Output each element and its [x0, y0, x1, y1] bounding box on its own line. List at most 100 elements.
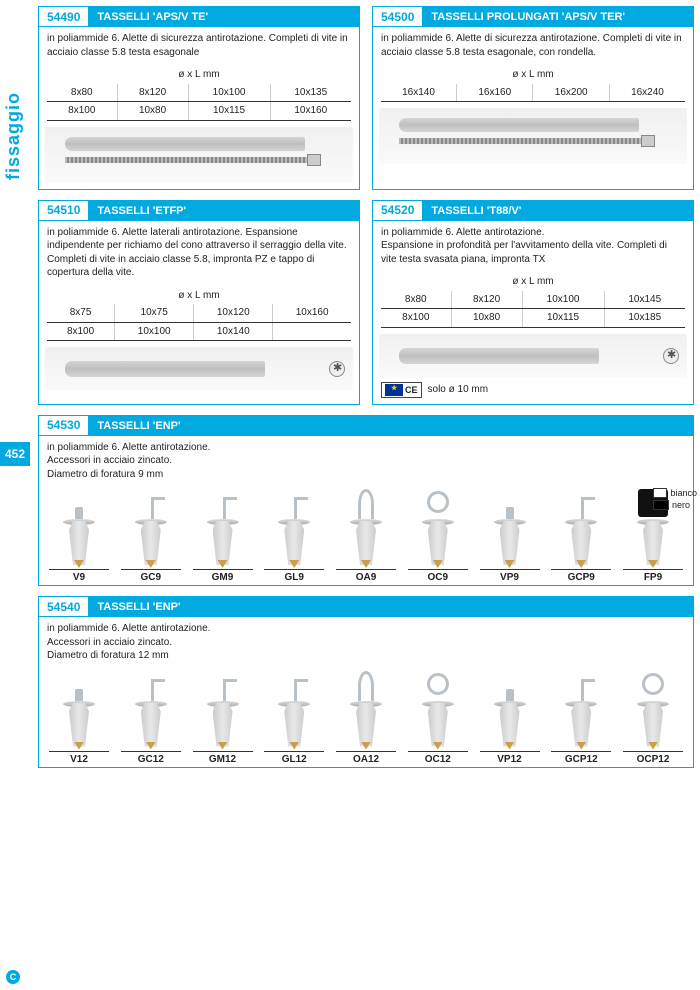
- size-table: 16x14016x16016x20016x240: [381, 84, 685, 103]
- size-cell: 10x80: [117, 102, 188, 121]
- enp-item: V9: [49, 489, 109, 583]
- size-cell: 10x115: [188, 102, 270, 121]
- desc: in poliammide 6. Alette di sicurezza ant…: [39, 27, 359, 59]
- size-cell: 16x240: [609, 84, 685, 102]
- product-image: [379, 108, 687, 164]
- title: TASSELLI 'T88/V': [423, 201, 693, 221]
- enp-label: VP9: [480, 569, 540, 583]
- panel-54490: 54490 TASSELLI 'APS/V TE' in poliammide …: [38, 6, 360, 190]
- size-table: 8x808x12010x10010x1458x10010x8010x11510x…: [381, 291, 685, 328]
- panel-54530: 54530 TASSELLI 'ENP' in poliammide 6. Al…: [38, 415, 694, 587]
- size-cell: 10x100: [188, 84, 270, 102]
- content: 54490 TASSELLI 'APS/V TE' in poliammide …: [38, 6, 694, 778]
- enp-label: VP12: [480, 751, 540, 765]
- size-cell: 16x160: [457, 84, 533, 102]
- size-cell: 10x135: [270, 84, 351, 102]
- enp-label: OC9: [408, 569, 468, 583]
- color-legend: bianco nero: [653, 488, 697, 512]
- section-label: fissaggio: [3, 92, 24, 180]
- enp-item: GM12: [193, 671, 253, 765]
- desc: in poliammide 6. Alette antirotazione. A…: [39, 436, 693, 482]
- enp-label: OC12: [408, 751, 468, 765]
- enp-drawing: [203, 489, 243, 565]
- page-number: 452: [0, 442, 30, 466]
- enp-items: V9 GC9 GM9 GL9 OA9 OC9 VP9 GCP9 FP9: [39, 481, 693, 585]
- enp-drawing: [490, 671, 530, 747]
- enp-drawing: [131, 489, 171, 565]
- enp-drawing: [59, 671, 99, 747]
- desc: in poliammide 6. Alette laterali antirot…: [39, 221, 359, 280]
- size-cell: 10x160: [270, 102, 351, 121]
- enp-label: V9: [49, 569, 109, 583]
- enp-drawing: [561, 671, 601, 747]
- enp-label: OA12: [336, 751, 396, 765]
- enp-label: OA9: [336, 569, 396, 583]
- product-image: [45, 347, 353, 391]
- unit: ø x L mm: [47, 289, 351, 303]
- code: 54500: [373, 7, 423, 27]
- enp-drawing: [561, 489, 601, 565]
- enp-items: V12GC12GM12GL12OA12OC12VP12GCP12OCP12: [39, 663, 693, 767]
- ce-mark: CE solo ø 10 mm: [381, 382, 685, 398]
- size-cell: 16x200: [533, 84, 609, 102]
- size-cell: [273, 322, 351, 341]
- code: 54490: [39, 7, 89, 27]
- ce-note: solo ø 10 mm: [428, 384, 489, 395]
- enp-drawing: [203, 671, 243, 747]
- enp-label: GCP12: [551, 751, 611, 765]
- size-cell: 10x115: [522, 309, 604, 328]
- enp-item: GC9: [121, 489, 181, 583]
- enp-drawing: [633, 671, 673, 747]
- legend-white: bianco: [670, 488, 697, 498]
- size-cell: 10x160: [273, 304, 351, 322]
- enp-item: OCP12: [623, 671, 683, 765]
- code: 54540: [39, 597, 89, 617]
- enp-drawing: [274, 671, 314, 747]
- code: 54530: [39, 416, 89, 436]
- enp-drawing: [346, 671, 386, 747]
- enp-drawing: [274, 489, 314, 565]
- size-cell: 10x120: [194, 304, 273, 322]
- size-cell: 8x80: [47, 84, 117, 102]
- panel-54500: 54500 TASSELLI PROLUNGATI 'APS/V TER' in…: [372, 6, 694, 190]
- panel-54540: 54540 TASSELLI 'ENP' in poliammide 6. Al…: [38, 596, 694, 768]
- size-table: 8x7510x7510x12010x160 8x10010x10010x140: [47, 304, 351, 341]
- product-image: [379, 334, 687, 378]
- title: TASSELLI 'ETFP': [89, 201, 359, 221]
- enp-drawing: [131, 671, 171, 747]
- panel-54520: 54520 TASSELLI 'T88/V' in poliammide 6. …: [372, 200, 694, 405]
- side-tab: fissaggio 452: [0, 0, 30, 990]
- size-cell: 10x75: [115, 304, 194, 322]
- enp-label: GL9: [264, 569, 324, 583]
- enp-item: GL9: [264, 489, 324, 583]
- size-cell: 10x185: [604, 309, 685, 328]
- enp-label: GM9: [193, 569, 253, 583]
- size-cell: 16x140: [381, 84, 457, 102]
- size-cell: 10x100: [115, 322, 194, 341]
- brand-icon: C: [6, 970, 20, 984]
- enp-label: FP9: [623, 569, 683, 583]
- enp-item: VP9: [480, 489, 540, 583]
- enp-drawing: [418, 489, 458, 565]
- size-cell: 10x100: [522, 291, 604, 309]
- enp-label: GL12: [264, 751, 324, 765]
- unit: ø x L mm: [381, 275, 685, 289]
- enp-label: GM12: [193, 751, 253, 765]
- size-cell: 10x145: [604, 291, 685, 309]
- code: 54520: [373, 201, 423, 221]
- size-cell: 8x100: [381, 309, 451, 328]
- code: 54510: [39, 201, 89, 221]
- product-image: [45, 127, 353, 183]
- enp-label: GCP9: [551, 569, 611, 583]
- enp-label: OCP12: [623, 751, 683, 765]
- size-cell: 8x75: [47, 304, 115, 322]
- title: TASSELLI PROLUNGATI 'APS/V TER': [423, 7, 693, 27]
- size-cell: 10x140: [194, 322, 273, 341]
- size-cell: 8x100: [47, 322, 115, 341]
- legend-black: nero: [672, 500, 690, 510]
- desc: in poliammide 6. Alette antirotazione. E…: [373, 221, 693, 267]
- size-cell: 10x80: [451, 309, 522, 328]
- enp-item: GCP12: [551, 671, 611, 765]
- unit: ø x L mm: [47, 68, 351, 82]
- enp-item: GL12: [264, 671, 324, 765]
